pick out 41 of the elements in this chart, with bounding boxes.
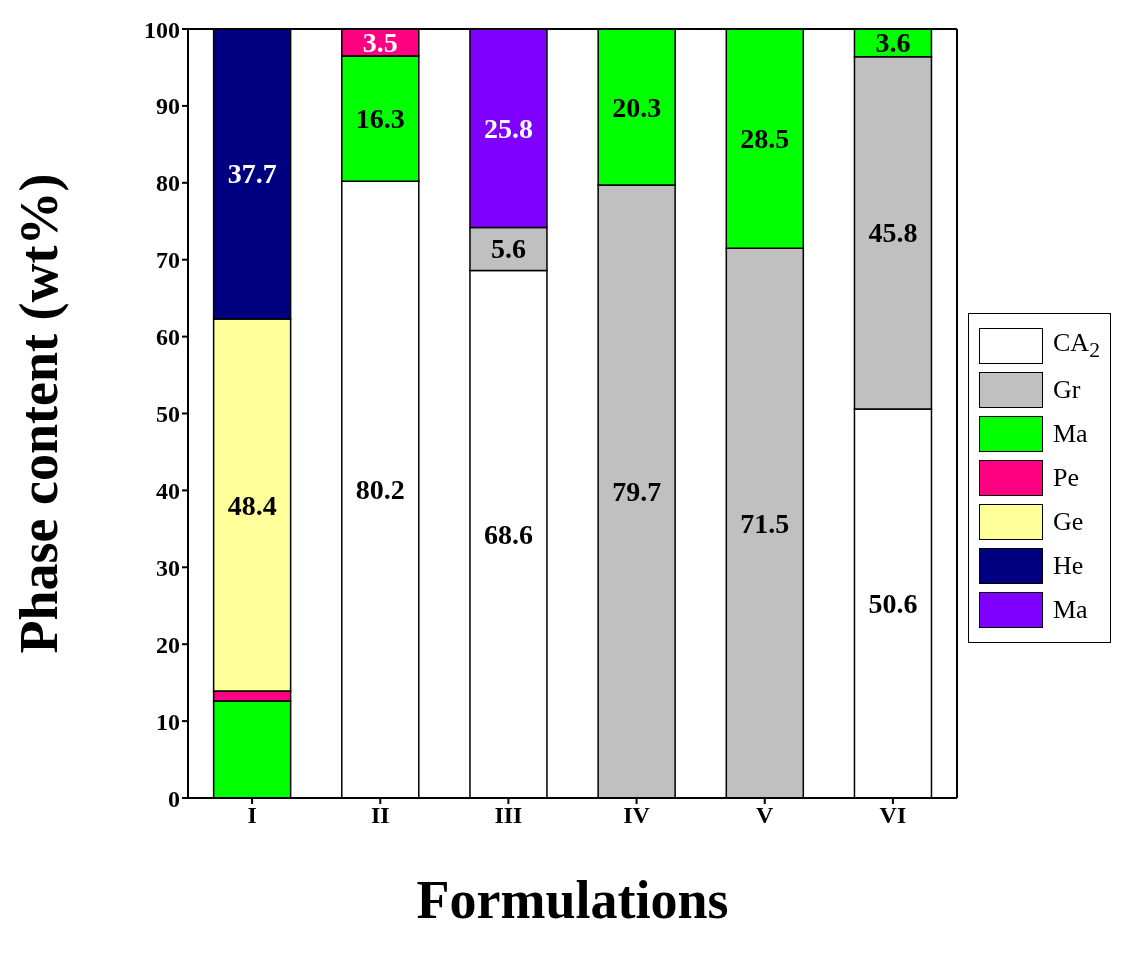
y-tick-label: 90 (156, 93, 180, 120)
data-label: 25.8 (483, 112, 533, 144)
data-label: 20.3 (612, 91, 662, 123)
data-label: 28.5 (740, 123, 790, 155)
data-label: 3.5 (362, 26, 398, 58)
data-label: 45.8 (868, 217, 918, 249)
data-label: 37.7 (227, 158, 277, 190)
data-label: 5.6 (490, 233, 526, 265)
data-label: 3.6 (875, 27, 911, 59)
data-label: 16.3 (355, 103, 405, 135)
y-tick-label: 20 (156, 631, 180, 658)
y-tick-label: 40 (156, 477, 180, 504)
x-tick-label: III (494, 802, 523, 829)
y-tick-label: 50 (156, 401, 180, 428)
y-tick-label: 70 (156, 247, 180, 274)
y-tick-label: 30 (156, 554, 180, 581)
legend-label: He (1053, 551, 1084, 581)
legend-label: Ge (1053, 507, 1084, 537)
y-tick-label: 100 (144, 16, 180, 43)
y-axis-title: Phase content (wt%) (9, 173, 70, 654)
legend-label: Gr (1053, 375, 1081, 405)
legend-label: Ma (1053, 595, 1088, 625)
data-label: 79.7 (612, 476, 662, 508)
y-tick-label: 80 (156, 170, 180, 197)
y-tick-label: 60 (156, 324, 180, 351)
legend-label: Pe (1053, 463, 1079, 493)
data-label: 48.4 (227, 489, 277, 521)
y-tick-label: 0 (168, 785, 180, 812)
legend-label: CA$_{2}$ (1053, 328, 1100, 364)
data-label: 68.6 (483, 518, 533, 550)
data-label: 71.5 (740, 507, 790, 539)
y-tick-label: 10 (156, 708, 180, 735)
x-tick-label: I (247, 802, 257, 829)
x-tick-label: IV (623, 802, 651, 829)
legend-label: Ma (1053, 419, 1088, 449)
x-tick-label: V (756, 802, 775, 829)
x-tick-label: VI (879, 802, 907, 829)
data-label: 80.2 (355, 474, 405, 506)
x-tick-label: II (370, 802, 390, 829)
data-label: 50.6 (868, 587, 918, 619)
x-axis-title: Formulations (416, 870, 729, 930)
